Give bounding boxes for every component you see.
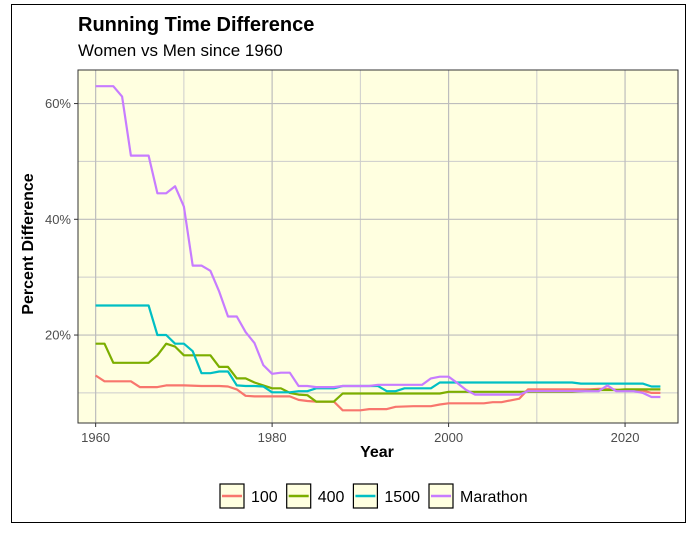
legend: 100 400 1500 Marathon	[219, 483, 528, 509]
panel-border	[77, 69, 679, 424]
panel-background	[78, 70, 678, 423]
x-tick-label-0: 1960	[81, 430, 110, 445]
x-tick-label-3: 2020	[611, 430, 640, 445]
chart-subtitle: Women vs Men since 1960	[78, 41, 283, 60]
x-axis-title: Year	[360, 444, 394, 461]
legend-label-marathon: Marathon	[460, 489, 528, 506]
legend-label-1500: 1500	[384, 489, 420, 506]
series-line-1500	[95, 304, 661, 394]
y-axis-title: Percent Difference	[20, 173, 37, 314]
x-tick-label-1: 1980	[258, 430, 287, 445]
legend-label-400: 400	[318, 489, 345, 506]
y-tick-label-2: 60%	[45, 96, 71, 111]
legend-label-100: 100	[251, 489, 278, 506]
x-tick-label-2: 2000	[434, 430, 463, 445]
series-line-100	[94, 374, 661, 412]
series-line-400	[95, 342, 661, 403]
chart-title: Running Time Difference	[78, 14, 314, 36]
series-line-marathon	[95, 85, 661, 399]
plot-area: 20% 40% 60% 1960 1980 2000 2020	[45, 69, 679, 445]
y-tick-label-0: 20%	[45, 328, 71, 343]
y-tick-label-1: 40%	[45, 212, 71, 227]
